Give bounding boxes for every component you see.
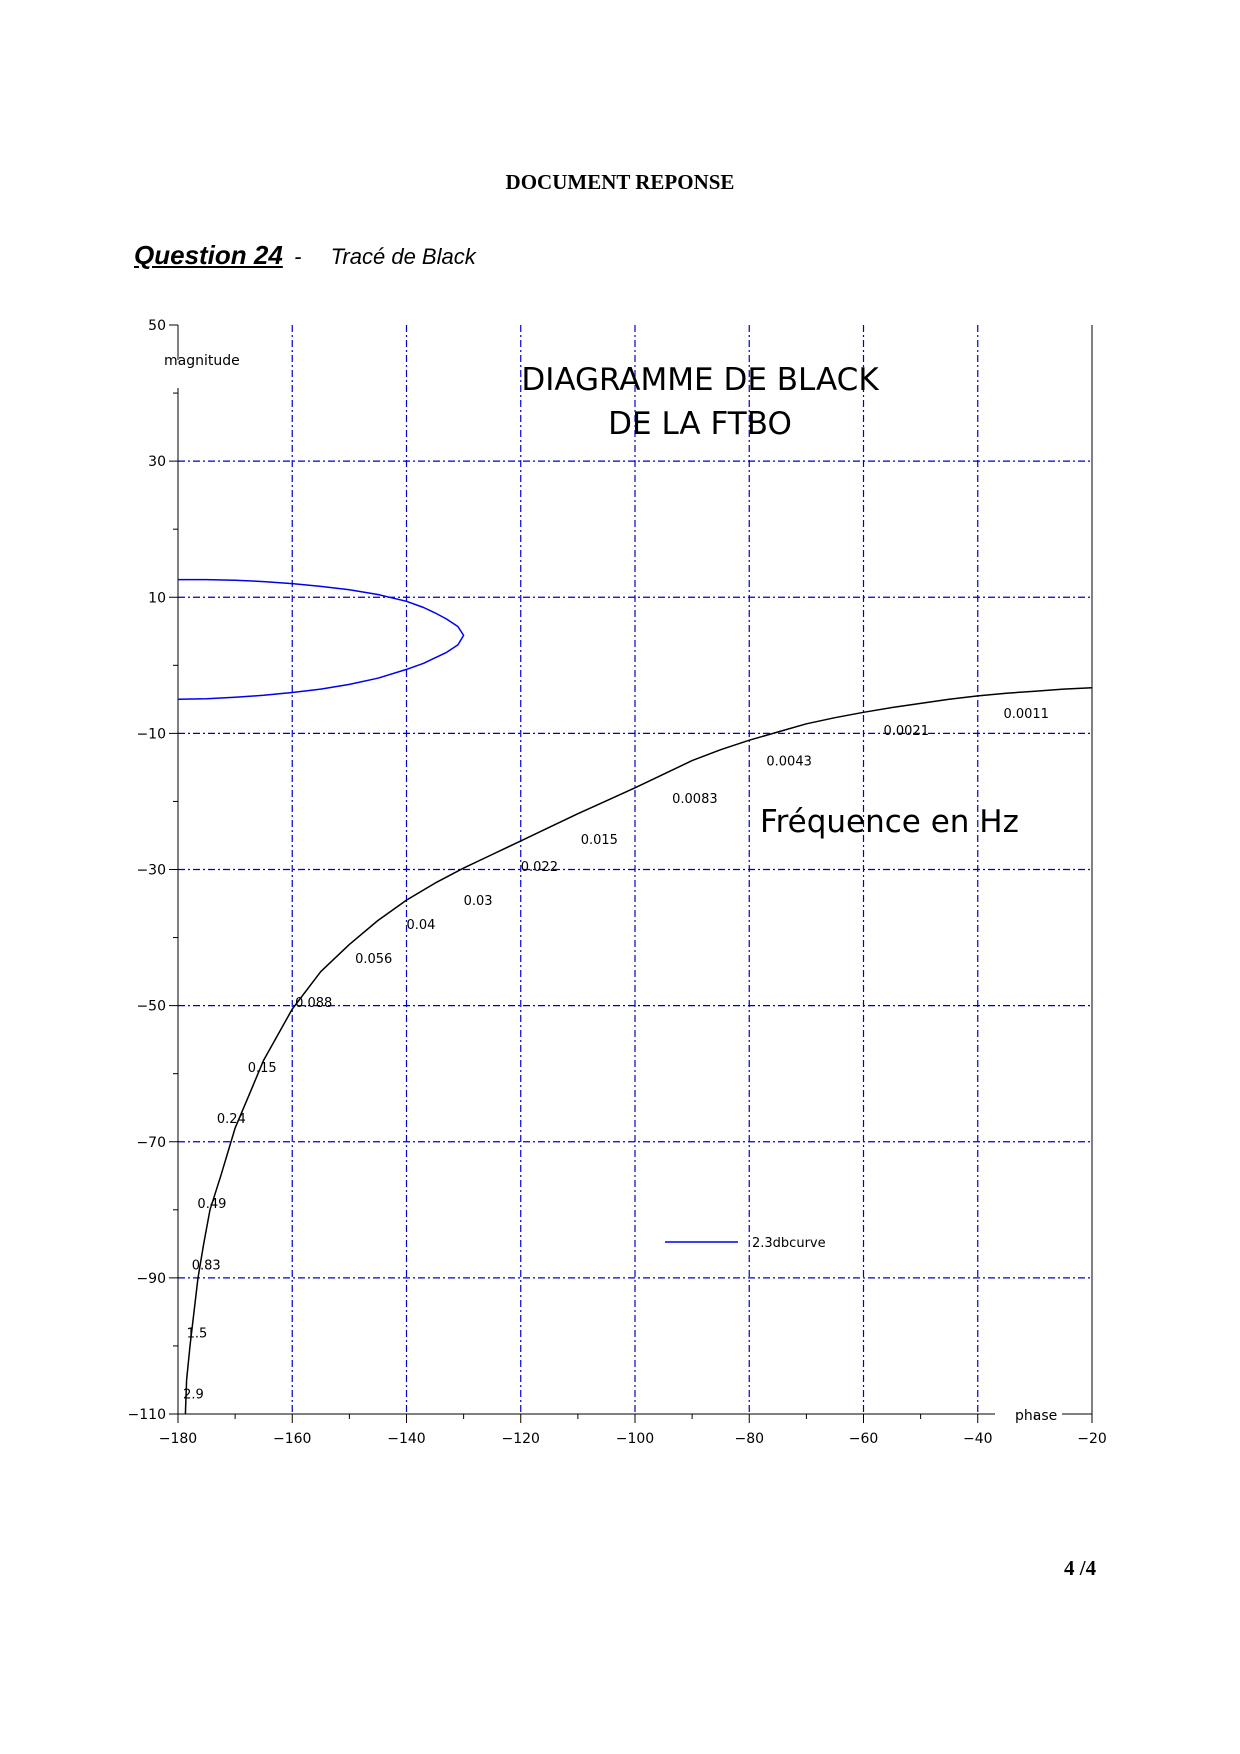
x-tick-label: −160 xyxy=(273,1431,311,1447)
question-label: Question 24 xyxy=(134,240,283,270)
question-subtitle: Tracé de Black xyxy=(330,244,476,269)
y-tick-label: 10 xyxy=(148,590,166,606)
series-ftbo-curve xyxy=(184,687,1093,1415)
frequency-label: 0.03 xyxy=(464,894,493,909)
y-axis-label: magnitude xyxy=(164,353,240,369)
series-contour-2-3db xyxy=(177,578,465,701)
series-layer xyxy=(177,578,1093,1415)
frequency-label: 0.0021 xyxy=(883,724,929,739)
y-tick-label: 50 xyxy=(148,318,166,334)
frequency-label: 0.015 xyxy=(581,833,618,848)
frequency-label: 0.24 xyxy=(217,1112,246,1127)
document-header: DOCUMENT REPONSE xyxy=(505,170,735,194)
frequency-label: 0.0011 xyxy=(1003,707,1049,722)
x-tick-label: −40 xyxy=(963,1431,993,1447)
x-axis-label: phase xyxy=(1015,1408,1057,1424)
frequency-annotation: Fréquence en Hz xyxy=(760,804,1019,840)
x-tick-label: −100 xyxy=(616,1431,654,1447)
x-tick-label: −80 xyxy=(734,1431,764,1447)
question-line: Question 24 - Tracé de Black xyxy=(134,240,476,271)
y-tick-label: 30 xyxy=(148,454,166,470)
x-tick-label: −20 xyxy=(1077,1431,1107,1447)
legend: 2.3dbcurve xyxy=(665,1236,826,1251)
frequency-label: 0.83 xyxy=(192,1258,221,1273)
chart-title-line-2: DE LA FTBO xyxy=(608,406,792,442)
grid-layer xyxy=(178,325,1092,1414)
frequency-label: 0.15 xyxy=(248,1061,277,1076)
frequency-label: 0.0083 xyxy=(672,792,718,807)
chart-title-line-1: DIAGRAMME DE BLACK xyxy=(521,362,879,398)
frequency-label-layer: 2.9 1.5 0.83 0.49 0.24 0.15 0.088 0.056 0.04 0.03… xyxy=(183,707,1049,1403)
x-tick-label: −140 xyxy=(387,1431,425,1447)
y-tick-label: −70 xyxy=(136,1135,166,1151)
frequency-label: 1.5 xyxy=(187,1326,208,1341)
frequency-label: 2.9 xyxy=(183,1388,204,1403)
y-tick-label: −30 xyxy=(136,863,166,879)
x-tick-label: −120 xyxy=(502,1431,540,1447)
axis-layer: −180 −160 −140 −120 −100 −80 −60 −40 −20 −110 −90 −… xyxy=(128,318,1107,1447)
x-tick-label: −60 xyxy=(849,1431,879,1447)
frequency-label: 0.49 xyxy=(197,1197,226,1212)
page-number: 4 /4 xyxy=(1064,1556,1097,1580)
frequency-label: 0.022 xyxy=(521,860,558,875)
frequency-label: 0.088 xyxy=(295,996,332,1011)
frequency-label: 0.04 xyxy=(407,918,436,933)
x-tick-label: −180 xyxy=(159,1431,197,1447)
y-tick-label: −90 xyxy=(136,1271,166,1287)
frequency-label: 0.0043 xyxy=(766,755,812,770)
frequency-label: 0.056 xyxy=(355,952,392,967)
legend-label-contour: 2.3dbcurve xyxy=(752,1236,826,1251)
y-tick-label: −50 xyxy=(136,999,166,1015)
y-tick-label: −110 xyxy=(128,1407,166,1423)
question-separator: - xyxy=(294,244,302,269)
y-tick-label: −10 xyxy=(136,726,166,742)
